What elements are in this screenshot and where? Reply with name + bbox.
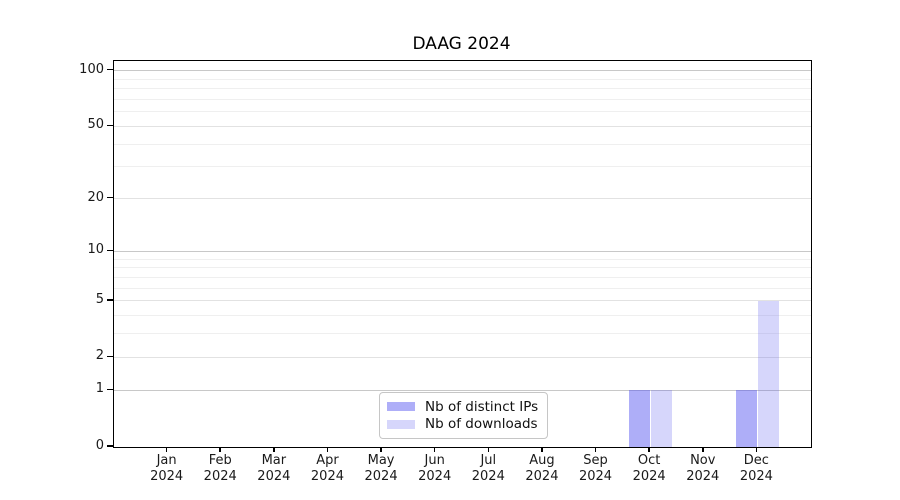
x-tick-label-nov: Nov 2024 [686, 453, 720, 484]
x-tick-mark [273, 447, 275, 452]
y-tick-mark [107, 124, 113, 126]
legend-label: Nb of distinct IPs [425, 398, 539, 415]
x-tick-mark [326, 447, 329, 452]
y-tick-mark [107, 196, 113, 199]
y-tick-mark [107, 355, 113, 358]
gridline-2 [114, 356, 811, 358]
gridline-minor-90 [114, 78, 811, 80]
gridline-100 [114, 70, 811, 72]
x-tick-label-mar: Mar 2024 [257, 453, 291, 484]
x-tick-label-apr: Apr 2024 [310, 453, 344, 484]
x-tick-mark [594, 447, 597, 452]
gridline-minor-70 [114, 98, 811, 100]
bar-oct-s1 [650, 390, 672, 447]
y-tick-mark [107, 388, 113, 391]
x-tick-label-dec: Dec 2024 [739, 453, 773, 484]
y-tick-label-50: 50 [87, 117, 104, 133]
legend: Nb of distinct IPs Nb of downloads [379, 392, 548, 439]
y-tick-label-1: 1 [95, 381, 104, 397]
gridline-10 [114, 250, 811, 252]
y-tick-label-10: 10 [87, 242, 104, 258]
x-tick-label-sep: Sep 2024 [578, 453, 613, 484]
x-tick-label-jul: Jul 2024 [471, 453, 505, 484]
gridline-minor-40 [114, 143, 811, 145]
x-tick-label-oct: Oct 2024 [632, 453, 666, 484]
y-tick-mark [107, 249, 113, 252]
bar-oct-s0 [628, 390, 650, 447]
chart-title: DAAG 2024 [412, 34, 511, 54]
x-tick-mark [541, 447, 543, 452]
y-tick-label-2: 2 [95, 348, 104, 364]
x-tick-mark [487, 447, 490, 452]
y-tick-mark [107, 299, 113, 301]
bar-dec-s1 [757, 300, 779, 447]
x-tick-mark [755, 447, 758, 452]
gridline-minor-30 [114, 166, 811, 168]
gridline-minor-4 [114, 315, 811, 317]
gridline-20 [114, 198, 811, 200]
plot-area: Nb of distinct IPs Nb of downloads [113, 60, 812, 448]
gridline-minor-8 [114, 267, 811, 269]
gridline-minor-60 [114, 111, 811, 113]
x-tick-label-may: May 2024 [364, 453, 398, 484]
gridline-minor-9 [114, 258, 811, 260]
y-tick-mark [107, 445, 113, 447]
bar-dec-s0 [735, 390, 757, 447]
x-tick-label-jun: Jun 2024 [418, 453, 452, 484]
x-tick-label-jan: Jan 2024 [150, 453, 184, 484]
gridline-5 [114, 300, 811, 302]
x-tick-mark [219, 447, 221, 452]
legend-item: Nb of downloads [387, 416, 539, 432]
x-tick-mark [702, 447, 704, 452]
x-tick-mark [165, 447, 168, 452]
gridline-minor-3 [114, 333, 811, 335]
x-tick-label-aug: Aug 2024 [525, 453, 559, 484]
y-tick-label-0: 0 [95, 438, 104, 453]
legend-swatch-downloads [387, 419, 415, 429]
x-tick-mark [433, 447, 436, 452]
legend-item: Nb of distinct IPs [387, 399, 539, 415]
gridline-50 [114, 125, 811, 127]
legend-label: Nb of downloads [425, 416, 538, 433]
y-tick-mark [107, 68, 113, 71]
x-tick-label-feb: Feb 2024 [203, 453, 237, 484]
gridline-minor-6 [114, 287, 811, 289]
x-tick-mark [380, 447, 382, 452]
legend-swatch-distinct-ips [387, 402, 415, 412]
gridline-minor-7 [114, 276, 811, 278]
gridline-1 [114, 389, 811, 391]
x-tick-mark [648, 447, 650, 452]
gridline-minor-80 [114, 88, 811, 90]
y-tick-label-100: 100 [79, 61, 104, 77]
y-tick-label-20: 20 [87, 189, 104, 205]
y-tick-label-5: 5 [95, 291, 104, 307]
